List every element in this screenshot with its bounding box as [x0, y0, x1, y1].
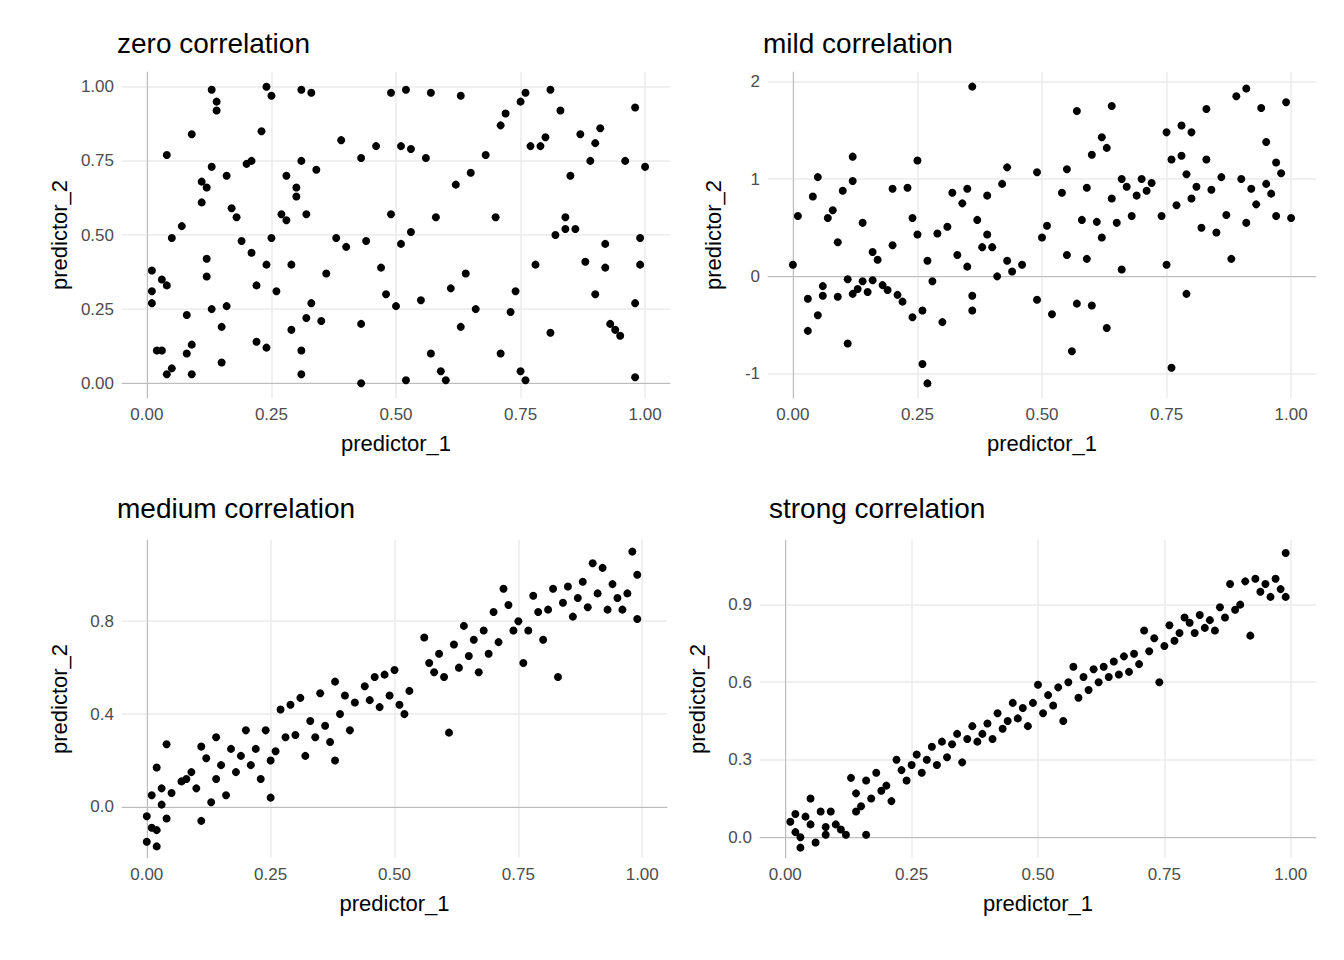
svg-text:1: 1	[751, 170, 760, 189]
svg-text:predictor_1: predictor_1	[341, 431, 451, 456]
svg-text:0.0: 0.0	[90, 797, 114, 816]
svg-text:predictor_1: predictor_1	[983, 891, 1093, 916]
svg-text:0.50: 0.50	[1025, 405, 1058, 424]
svg-text:0.25: 0.25	[901, 405, 934, 424]
svg-text:0.00: 0.00	[776, 405, 809, 424]
svg-text:-1: -1	[745, 364, 760, 383]
svg-text:0.25: 0.25	[81, 300, 114, 319]
svg-text:0.6: 0.6	[728, 673, 752, 692]
svg-text:0.0: 0.0	[728, 828, 752, 847]
svg-text:zero correlation: zero correlation	[117, 28, 310, 59]
svg-text:1.00: 1.00	[1274, 865, 1307, 884]
svg-text:predictor_1: predictor_1	[339, 891, 449, 916]
svg-text:0.25: 0.25	[895, 865, 928, 884]
svg-text:medium correlation: medium correlation	[117, 493, 355, 524]
svg-text:predictor_2: predictor_2	[685, 644, 710, 754]
svg-text:mild correlation: mild correlation	[763, 28, 953, 59]
svg-text:0.00: 0.00	[769, 865, 802, 884]
svg-text:0.75: 0.75	[81, 151, 114, 170]
svg-text:0.3: 0.3	[728, 750, 752, 769]
svg-text:1.00: 1.00	[626, 865, 659, 884]
svg-text:0.00: 0.00	[81, 374, 114, 393]
svg-text:0.25: 0.25	[254, 865, 287, 884]
svg-text:0.75: 0.75	[502, 865, 535, 884]
svg-text:0.50: 0.50	[1021, 865, 1054, 884]
svg-text:0.75: 0.75	[504, 405, 537, 424]
svg-text:0.8: 0.8	[90, 612, 114, 631]
svg-text:0.25: 0.25	[255, 405, 288, 424]
svg-text:1.00: 1.00	[629, 405, 662, 424]
svg-text:predictor_2: predictor_2	[47, 644, 72, 754]
svg-text:0: 0	[751, 267, 760, 286]
svg-text:1.00: 1.00	[81, 77, 114, 96]
svg-text:0.9: 0.9	[728, 595, 752, 614]
svg-text:0.00: 0.00	[130, 865, 163, 884]
svg-text:0.75: 0.75	[1150, 405, 1183, 424]
svg-text:0.50: 0.50	[81, 226, 114, 245]
svg-text:0.4: 0.4	[90, 705, 114, 724]
svg-text:predictor_2: predictor_2	[47, 180, 72, 290]
svg-text:0.50: 0.50	[378, 865, 411, 884]
svg-text:0.50: 0.50	[379, 405, 412, 424]
svg-text:2: 2	[751, 72, 760, 91]
svg-text:predictor_2: predictor_2	[701, 180, 726, 290]
svg-text:predictor_1: predictor_1	[987, 431, 1097, 456]
svg-text:0.75: 0.75	[1148, 865, 1181, 884]
svg-text:strong correlation: strong correlation	[769, 493, 985, 524]
svg-text:1.00: 1.00	[1275, 405, 1308, 424]
svg-text:0.00: 0.00	[130, 405, 163, 424]
